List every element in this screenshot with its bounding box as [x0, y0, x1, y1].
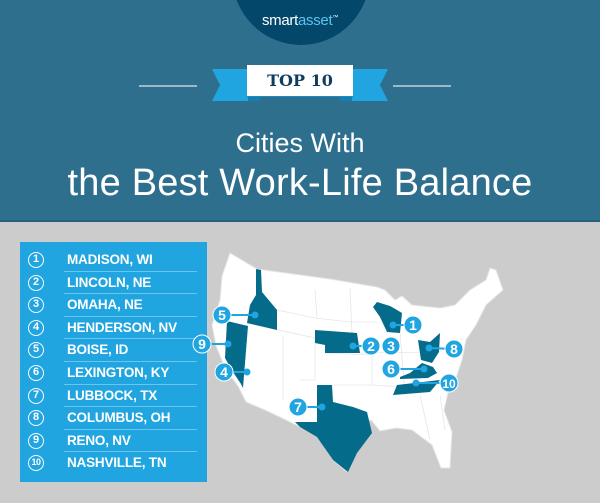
- list-divider: [64, 428, 197, 430]
- city-name: MADISON, WI: [67, 252, 153, 267]
- rank-badge: 3: [28, 297, 44, 314]
- rank-badge: 5: [28, 342, 44, 359]
- title-line-2: the Best Work-Life Balance: [67, 162, 533, 204]
- title-line-1: Cities With: [235, 128, 365, 158]
- marker-6: 6: [381, 359, 428, 379]
- marker-label: 5: [218, 307, 226, 323]
- ranking-list: 1 MADISON, WI 2 LINCOLN, NE 3 OMAHA, NE …: [20, 242, 207, 482]
- city-dot: [412, 379, 420, 387]
- marker-3: 3: [381, 336, 401, 356]
- marker-circle: [214, 362, 234, 382]
- list-divider: [64, 270, 197, 272]
- marker-5: 5: [212, 305, 259, 325]
- city-name: LINCOLN, NE: [67, 274, 152, 290]
- rank-badge: 4: [28, 319, 44, 336]
- list-divider: [64, 406, 197, 408]
- marker-label: 2: [367, 338, 375, 354]
- city-name: LEXINGTON, KY: [67, 364, 170, 380]
- city-name: RENO, NV: [67, 432, 131, 448]
- city-name: OMAHA, NE: [67, 297, 143, 313]
- city-dot: [243, 368, 251, 376]
- list-divider: [64, 360, 197, 362]
- list-item: 5 BOISE, ID: [20, 339, 207, 362]
- rank-badge: 1: [28, 252, 44, 268]
- header-divider: [0, 220, 600, 222]
- marker-label: 1: [409, 317, 417, 333]
- list-divider: [64, 315, 197, 317]
- marker-8: 8: [425, 339, 464, 359]
- list-item: 10 NASHVILLE, TN: [20, 452, 207, 475]
- state-nebraska: [315, 330, 360, 353]
- marker-circle: [212, 305, 232, 325]
- right-rule: [393, 85, 451, 87]
- city-name: LUBBOCK, TX: [67, 387, 158, 403]
- city-name: BOISE, ID: [67, 342, 129, 358]
- city-dot: [389, 321, 397, 329]
- marker-9: 9: [192, 334, 232, 354]
- marker-label: 6: [387, 361, 395, 377]
- us-outline: [211, 252, 504, 474]
- marker-circle: [381, 359, 401, 379]
- marker-label: 4: [220, 364, 228, 380]
- state-texas: [295, 385, 372, 472]
- marker-circle: [444, 339, 464, 359]
- marker-circle: [192, 334, 212, 354]
- marker-label: 7: [294, 399, 302, 415]
- city-dot: [420, 365, 428, 373]
- city-name: COLUMBUS, OH: [67, 410, 171, 426]
- marker-7: 7: [288, 397, 326, 417]
- marker-label: 9: [198, 336, 206, 352]
- list-divider: [64, 451, 197, 453]
- list-divider: [64, 293, 197, 295]
- list-item: 1 MADISON, WI: [20, 249, 207, 272]
- marker-circle: [403, 315, 423, 335]
- list-item: 2 LINCOLN, NE: [20, 272, 207, 295]
- rank-badge: 7: [28, 387, 44, 404]
- list-item: 8 COLUMBUS, OH: [20, 407, 207, 430]
- marker-10: 10: [412, 373, 459, 393]
- marker-circle: [439, 373, 459, 393]
- smartasset-logo: smartasset™: [261, 12, 339, 29]
- marker-circle: [361, 336, 381, 356]
- marker-label: 10: [442, 377, 456, 391]
- marker-1: 1: [389, 315, 423, 335]
- left-rule: [139, 85, 197, 87]
- rank-badge: 6: [28, 364, 44, 381]
- marker-4: 4: [214, 362, 251, 382]
- list-divider: [64, 383, 197, 385]
- rank-badge: 9: [28, 432, 44, 449]
- list-item: 7 LUBBOCK, TX: [20, 385, 207, 408]
- marker-2: 2: [349, 336, 381, 356]
- city-dot: [318, 403, 326, 411]
- list-item: 6 LEXINGTON, KY: [20, 362, 207, 385]
- list-item: 3 OMAHA, NE: [20, 294, 207, 317]
- list-divider: [64, 338, 197, 340]
- city-name: NASHVILLE, TN: [67, 455, 167, 471]
- city-name: HENDERSON, NV: [67, 319, 177, 335]
- list-item: 4 HENDERSON, NV: [20, 317, 207, 340]
- city-dot: [224, 340, 232, 348]
- state-kentucky: [400, 363, 437, 379]
- rank-badge: 8: [28, 410, 44, 427]
- marker-label: 3: [387, 338, 395, 354]
- marker-circle: [381, 336, 401, 356]
- ribbon-icon: [212, 69, 388, 101]
- city-dot: [425, 344, 433, 352]
- city-dot: [349, 342, 357, 350]
- top-10-badge: TOP 10: [247, 65, 353, 96]
- list-item: 9 RENO, NV: [20, 430, 207, 453]
- rank-badge: 2: [28, 274, 44, 291]
- rank-badge: 10: [28, 455, 44, 472]
- marker-label: 8: [450, 341, 458, 357]
- marker-circle: [288, 397, 308, 417]
- city-dot: [251, 311, 259, 319]
